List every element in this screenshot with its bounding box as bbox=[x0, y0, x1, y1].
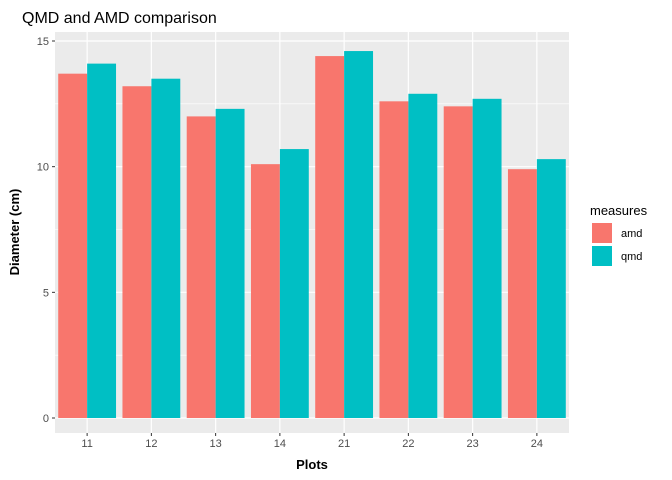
x-tick-label: 23 bbox=[467, 438, 479, 450]
legend-title: measures bbox=[590, 203, 648, 218]
bar-qmd-24 bbox=[536, 159, 566, 419]
y-tick-label: 10 bbox=[37, 162, 49, 174]
bar-qmd-14 bbox=[279, 149, 309, 418]
legend-label-amd: amd bbox=[621, 228, 642, 240]
bar-amd-23 bbox=[443, 106, 473, 418]
bars bbox=[58, 51, 566, 419]
y-axis: 0 5 10 15 bbox=[37, 36, 55, 425]
x-axis: 11 12 13 14 21 22 23 24 bbox=[81, 433, 543, 450]
x-tick-label: 11 bbox=[81, 438, 92, 450]
legend: measures amd qmd bbox=[590, 203, 648, 266]
y-tick-label: 15 bbox=[37, 36, 49, 48]
x-tick-label: 13 bbox=[210, 438, 222, 450]
bar-qmd-13 bbox=[215, 108, 245, 419]
bar-amd-24 bbox=[507, 169, 537, 418]
bar-amd-12 bbox=[122, 86, 152, 419]
bar-qmd-11 bbox=[87, 63, 117, 419]
bar-amd-11 bbox=[58, 73, 88, 418]
legend-key-amd bbox=[592, 223, 612, 243]
x-axis-title: Plots bbox=[296, 457, 328, 472]
x-tick-label: 12 bbox=[145, 438, 157, 450]
legend-label-qmd: qmd bbox=[621, 251, 642, 263]
x-tick-label: 22 bbox=[402, 438, 414, 450]
y-axis-title: Diameter (cm) bbox=[7, 189, 22, 276]
bar-qmd-12 bbox=[151, 78, 181, 418]
x-tick-label: 21 bbox=[338, 438, 350, 450]
legend-key-qmd bbox=[592, 246, 612, 266]
bar-amd-21 bbox=[315, 56, 345, 419]
chart-title: QMD and AMD comparison bbox=[22, 10, 217, 27]
bar-amd-22 bbox=[379, 101, 409, 418]
y-tick-label: 5 bbox=[43, 287, 49, 299]
bar-amd-14 bbox=[250, 164, 280, 418]
x-tick-label: 14 bbox=[274, 438, 286, 450]
bar-qmd-22 bbox=[408, 93, 438, 418]
bar-amd-13 bbox=[186, 116, 216, 419]
bar-qmd-21 bbox=[344, 51, 374, 418]
bar-qmd-23 bbox=[472, 98, 502, 418]
y-tick-label: 0 bbox=[43, 413, 49, 425]
x-tick-label: 24 bbox=[531, 438, 543, 450]
